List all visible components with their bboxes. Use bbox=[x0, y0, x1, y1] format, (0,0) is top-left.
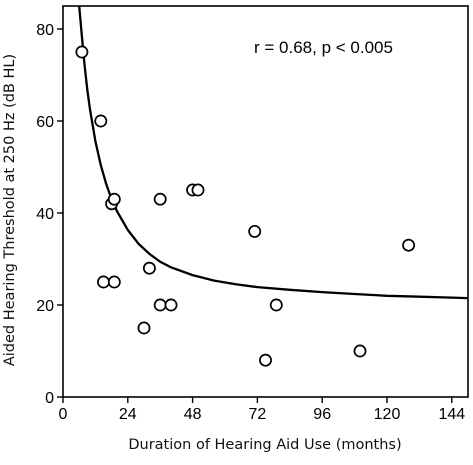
correlation-annotation: r = 0.68, p < 0.005 bbox=[254, 38, 393, 57]
x-tick-label: 72 bbox=[249, 406, 267, 423]
data-point bbox=[248, 224, 262, 238]
y-axis-label: Aided Hearing Threshold at 250 Hz (dB HL… bbox=[2, 54, 18, 366]
x-axis: 0 24 48 72 96 120 144 bbox=[59, 397, 465, 423]
data-point bbox=[75, 45, 89, 59]
data-point bbox=[153, 192, 167, 206]
y-tick-label: 20 bbox=[36, 298, 54, 315]
x-axis-label: Duration of Hearing Aid Use (months) bbox=[128, 437, 401, 453]
regression-curve bbox=[78, 6, 468, 300]
data-point bbox=[269, 298, 283, 312]
data-point bbox=[107, 192, 121, 206]
data-point bbox=[153, 298, 167, 312]
x-tick-label: 48 bbox=[184, 406, 202, 423]
data-point bbox=[97, 275, 110, 289]
y-tick-label: 0 bbox=[45, 390, 54, 407]
x-tick-label: 0 bbox=[59, 406, 68, 423]
data-point bbox=[142, 261, 156, 275]
data-point bbox=[259, 353, 272, 367]
y-axis: 0 20 40 60 80 bbox=[36, 22, 63, 407]
y-tick-label: 40 bbox=[36, 206, 54, 223]
data-point bbox=[107, 275, 121, 289]
x-tick-label: 144 bbox=[438, 406, 465, 423]
data-point bbox=[164, 298, 178, 312]
x-tick-label: 24 bbox=[119, 406, 137, 423]
y-tick-label: 60 bbox=[36, 114, 54, 131]
data-point bbox=[191, 183, 205, 197]
x-tick-label: 96 bbox=[313, 406, 331, 423]
y-tick-label: 80 bbox=[36, 22, 54, 39]
data-point bbox=[402, 238, 416, 252]
data-point bbox=[137, 321, 151, 335]
data-point bbox=[94, 114, 108, 128]
data-point bbox=[353, 344, 367, 358]
x-tick-label: 120 bbox=[374, 406, 401, 423]
plot-frame bbox=[62, 5, 469, 398]
data-points bbox=[75, 45, 416, 367]
